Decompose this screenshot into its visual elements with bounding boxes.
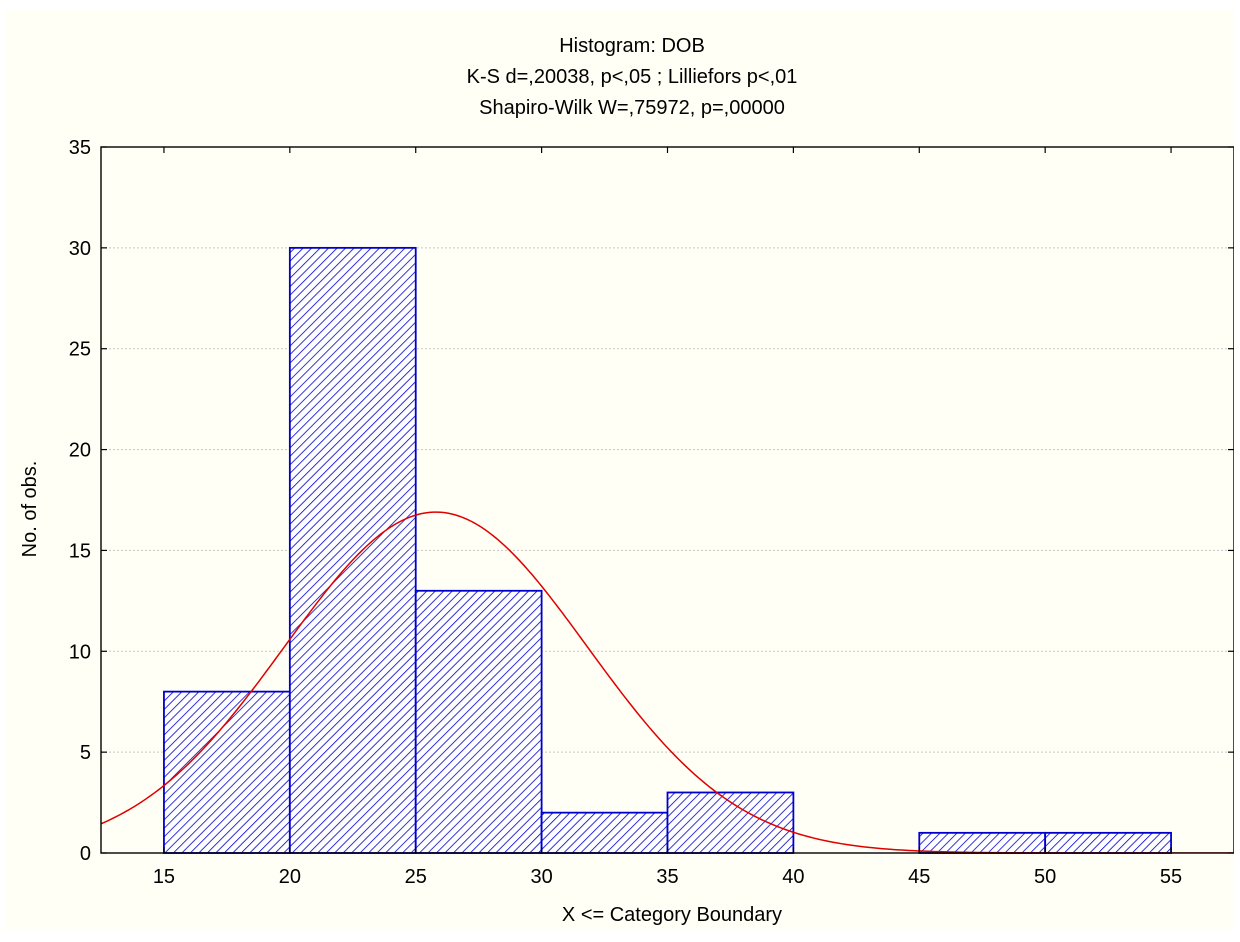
y-tick-label: 30 xyxy=(69,238,91,260)
y-tick-label: 10 xyxy=(69,641,91,663)
histogram-bar xyxy=(540,811,669,854)
y-tick-label: 25 xyxy=(69,339,91,361)
x-tick-label: 30 xyxy=(530,866,552,888)
y-tick-label: 35 xyxy=(69,137,91,159)
x-axis-label: X <= Category Boundary xyxy=(562,904,782,926)
x-tick-label: 15 xyxy=(153,866,175,888)
chart-panel: Histogram: DOB K-S d=,20038, p<,05 ; Lil… xyxy=(6,10,1235,930)
x-tick-label: 25 xyxy=(405,866,427,888)
y-tick-label: 5 xyxy=(80,742,91,764)
histogram-bars xyxy=(163,246,1172,854)
histogram-bar xyxy=(414,589,543,854)
x-tick-label: 20 xyxy=(279,866,301,888)
y-tick-label: 0 xyxy=(80,843,91,865)
x-tick-label: 50 xyxy=(1034,866,1056,888)
y-tick-labels: 0 5 10 15 20 25 30 35 xyxy=(69,137,91,865)
chart-title: Histogram: DOB xyxy=(559,35,705,57)
x-tick-label: 55 xyxy=(1160,866,1182,888)
axis-ticks xyxy=(101,146,1234,854)
y-tick-label: 20 xyxy=(69,440,91,462)
histogram-bar xyxy=(1044,831,1172,854)
histogram-chart: Histogram: DOB K-S d=,20038, p<,05 ; Lil… xyxy=(19,35,1235,926)
chart-subtitle-1: K-S d=,20038, p<,05 ; Lilliefors p<,01 xyxy=(467,66,798,88)
grid-lines xyxy=(101,247,1234,753)
y-tick-label: 15 xyxy=(69,540,91,562)
histogram-bar xyxy=(163,690,291,854)
x-tick-labels: 15 20 25 30 35 40 45 50 55 xyxy=(153,866,1182,888)
y-axis-label: No. of obs. xyxy=(19,461,41,558)
histogram-bar xyxy=(288,246,417,854)
chart-subtitle-2: Shapiro-Wilk W=,75972, p=,00000 xyxy=(479,97,785,119)
x-tick-label: 35 xyxy=(656,866,678,888)
histogram-bar xyxy=(918,831,1047,854)
x-tick-label: 45 xyxy=(908,866,930,888)
x-tick-label: 40 xyxy=(782,866,804,888)
